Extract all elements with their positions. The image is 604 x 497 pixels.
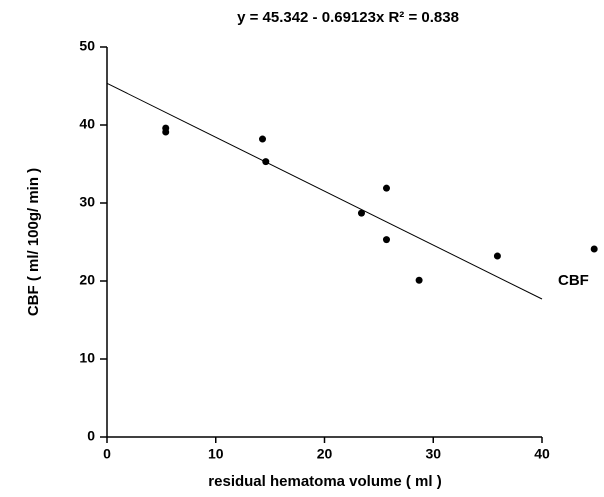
point	[162, 128, 170, 136]
point	[357, 209, 365, 217]
point	[415, 276, 423, 284]
x-tick-label: 10	[208, 446, 224, 462]
trendline	[106, 82, 543, 300]
point	[382, 184, 390, 192]
point	[262, 158, 270, 166]
y-tick-label: 20	[79, 272, 95, 288]
point	[590, 245, 598, 253]
point	[382, 236, 390, 244]
y-tick-label: 50	[79, 38, 95, 54]
x-axis-label: residual hematoma volume ( ml )	[208, 473, 441, 490]
y-axis-label: CBF ( ml/ 100g/ min )	[25, 168, 42, 316]
x-tick-label: 30	[425, 446, 441, 462]
legend-label: CBF	[558, 272, 589, 289]
x-tick-label: 40	[534, 446, 550, 462]
y-tick-label: 40	[79, 116, 95, 132]
x-tick-label: 20	[317, 446, 333, 462]
x-tick-label: 0	[103, 446, 111, 462]
y-tick-label: 0	[87, 428, 95, 444]
point	[493, 252, 501, 260]
chart-title: y = 45.342 - 0.69123x R² = 0.838	[237, 9, 459, 26]
y-tick-label: 10	[79, 350, 95, 366]
y-tick-label: 30	[79, 194, 95, 210]
point	[259, 135, 267, 143]
